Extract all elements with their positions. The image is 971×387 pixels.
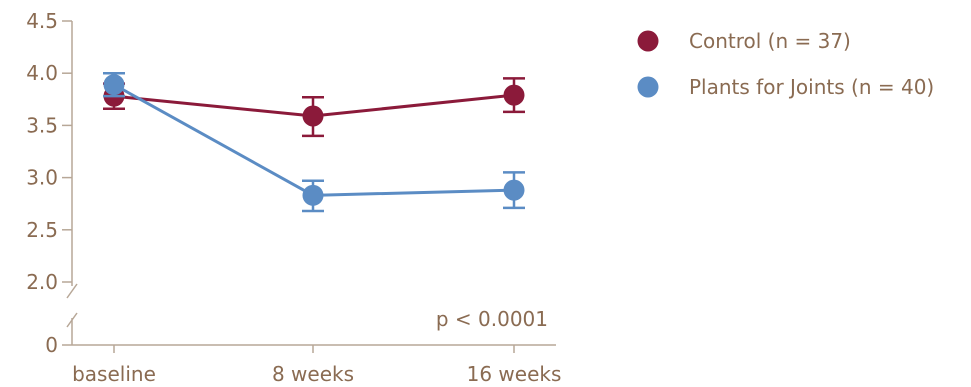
x-tick-label: 8 weeks [272,362,354,386]
x-tick-label: baseline [72,362,156,386]
y-tick-label: 3.0 [26,166,58,190]
legend-marker [637,30,659,52]
legend: Control (n = 37) Plants for Joints (n = 4… [637,29,934,99]
data-point [302,184,324,206]
y-tick-label: 4.5 [26,9,58,33]
y-tick-label: 4.0 [26,61,58,85]
x-axis-ticks: baseline 8 weeks 16 weeks [72,345,561,386]
data-point [503,179,525,201]
p-value-annotation: p < 0.0001 [436,307,548,331]
data-point [103,74,125,96]
series-layer [103,71,525,213]
series-plants-for-joints [103,71,525,213]
data-point [302,105,324,127]
axes [66,21,556,346]
y-axis-ticks: 2.0 2.5 3.0 3.5 4.0 4.5 0 [26,9,72,357]
y-tick-label: 0 [45,333,58,357]
y-tick-label: 2.0 [26,270,58,294]
series-control [103,77,525,138]
y-tick-label: 3.5 [26,113,58,137]
data-point [503,84,525,106]
legend-label: Plants for Joints (n = 40) [689,75,934,99]
y-tick-label: 2.5 [26,218,58,242]
axis-break-mark-upper [66,283,78,299]
x-tick-label: 16 weeks [467,362,562,386]
legend-label: Control (n = 37) [689,29,851,53]
legend-marker [637,76,659,98]
